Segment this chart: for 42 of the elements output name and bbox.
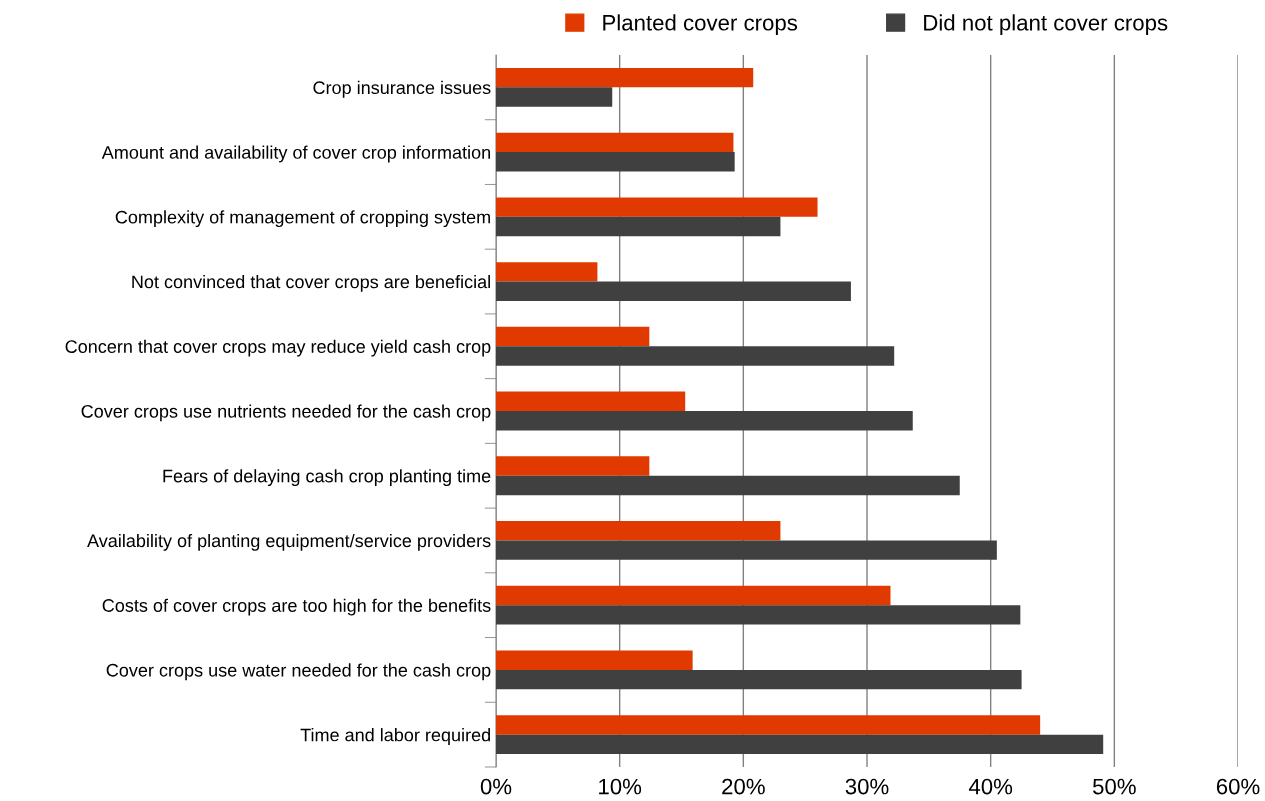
bar [496, 715, 1041, 735]
y-tick-label: Time and labor required [300, 728, 490, 745]
y-tick-label: Fears of delaying cash crop planting time [163, 469, 491, 487]
bar [496, 605, 1021, 625]
bar [496, 281, 851, 301]
y-tick-label: Not convinced that cover crops are beneficial [132, 275, 490, 292]
y-tick-label: Complexity of management of cropping system [115, 210, 490, 228]
bar [496, 391, 686, 411]
bar [496, 197, 818, 217]
x-tick-label: 50% [1092, 778, 1136, 795]
y-tick-label: Costs of cover crops are too high for the benefits [102, 598, 491, 616]
y-tick-label: Cover crops use nutrients needed for the cash crop [81, 404, 491, 422]
y-tick-label: Cover crops use water needed for the cash crop [106, 663, 491, 681]
y-tick-label: Concern that cover crops may reduce yield cash crop [65, 339, 491, 357]
bar [496, 87, 613, 107]
legend-label: Planted cover crops [603, 14, 798, 35]
bar [496, 540, 997, 560]
bar [496, 669, 1022, 690]
legend-label: Did not plant cover crops [924, 14, 1168, 35]
bar [496, 132, 734, 153]
bar [496, 456, 650, 476]
bar [496, 521, 781, 541]
bar [496, 734, 1104, 755]
x-tick-label: 30% [845, 778, 889, 795]
bar [496, 346, 895, 366]
bar [496, 585, 891, 606]
x-tick-label: 20% [722, 778, 765, 795]
bar [496, 475, 960, 496]
bar [496, 152, 735, 172]
bar [496, 67, 754, 88]
y-tick-label: Availability of planting equipment/service providers [87, 533, 491, 551]
bar [496, 216, 781, 237]
x-tick-label: 60% [1216, 778, 1260, 795]
y-tick-label: Amount and availability of cover crop information [101, 145, 490, 163]
x-tick-label: 40% [968, 778, 1013, 795]
y-tick-label: Crop insurance issues [313, 80, 491, 98]
bar [496, 326, 650, 347]
x-tick-label: 0% [480, 778, 512, 795]
x-tick-label: 10% [599, 778, 642, 795]
bar [496, 650, 693, 670]
bar [496, 262, 598, 282]
bar [496, 411, 913, 431]
